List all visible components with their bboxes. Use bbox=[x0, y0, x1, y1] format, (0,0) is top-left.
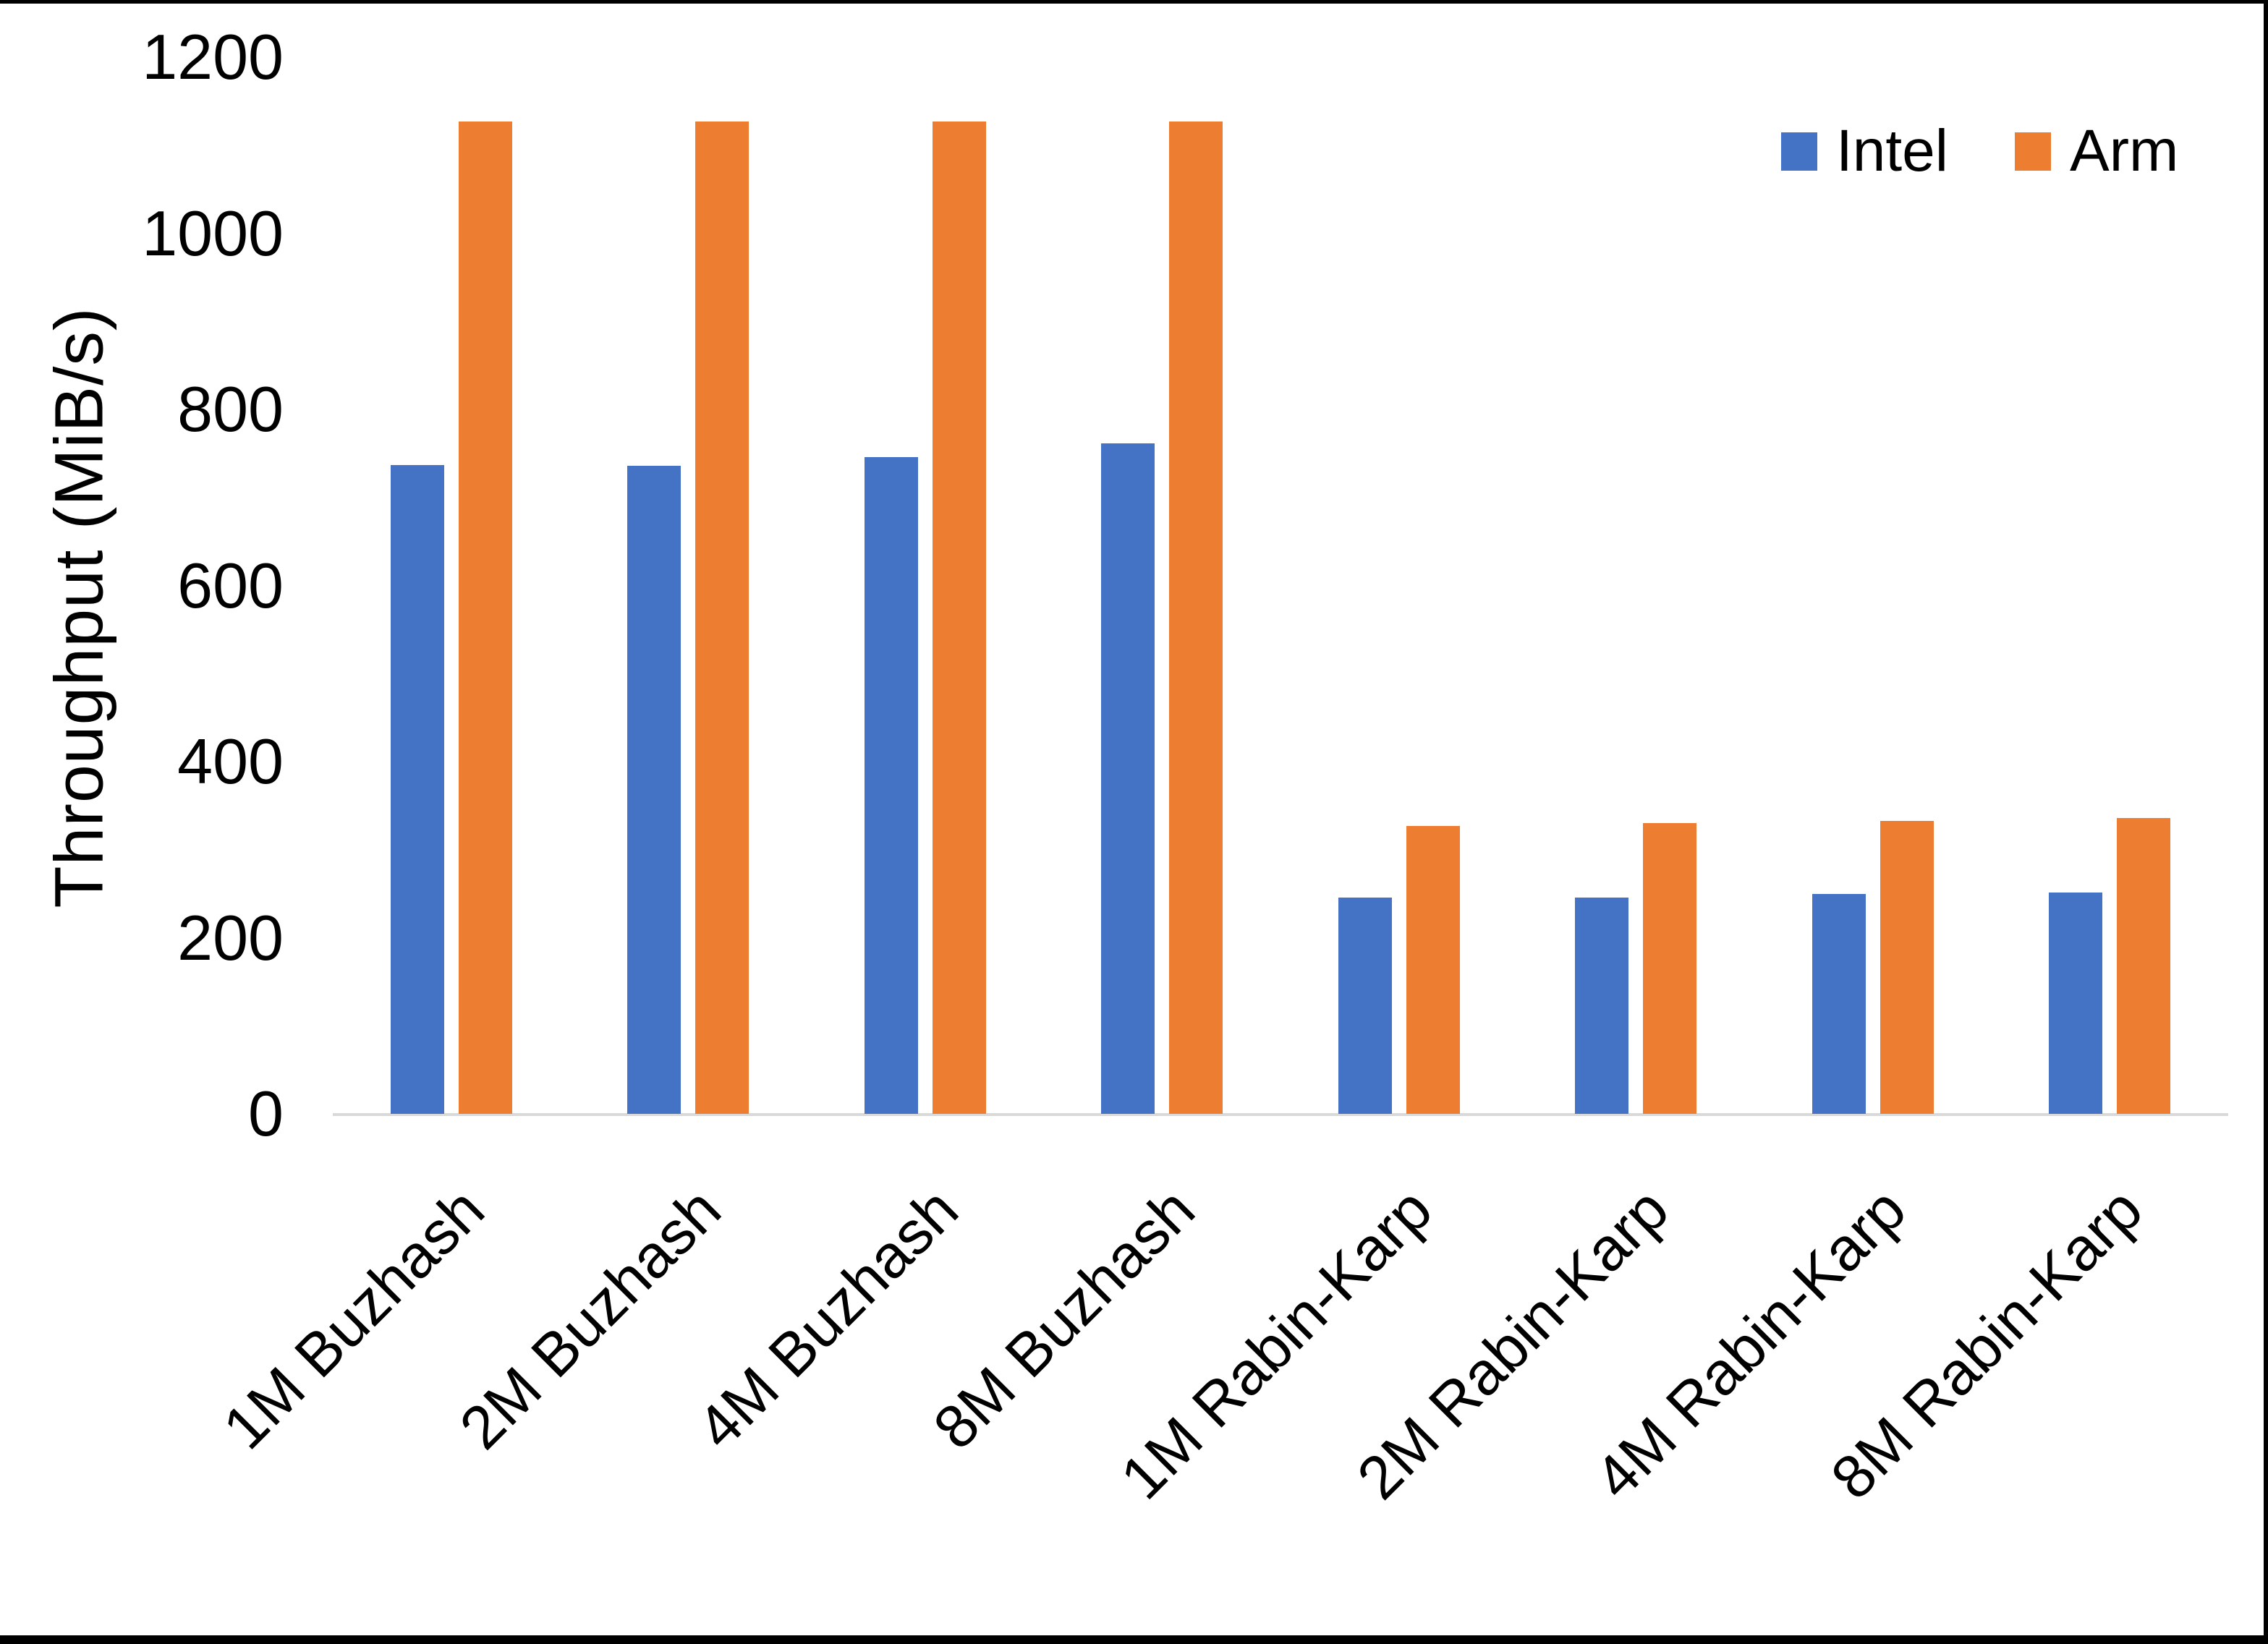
bars-container bbox=[333, 57, 2228, 1114]
x-tick-label-1m-rabin-karp: 1M Rabin-Karp bbox=[1107, 1175, 1445, 1512]
bar-group-2m-rabin-karp bbox=[1518, 57, 1755, 1114]
figure-border-top bbox=[0, 0, 2268, 4]
legend: Intel Arm bbox=[1781, 122, 2178, 181]
legend-item-intel: Intel bbox=[1781, 122, 1948, 181]
bar-intel-1m-buzhash bbox=[390, 464, 444, 1114]
bar-group-1m-rabin-karp bbox=[1280, 57, 1518, 1114]
bar-group-4m-buzhash bbox=[807, 57, 1044, 1114]
plot-area bbox=[333, 57, 2228, 1116]
bar-arm-2m-buzhash bbox=[695, 121, 749, 1114]
bar-arm-8m-rabin-karp bbox=[2117, 817, 2171, 1114]
y-tick-label-400: 400 bbox=[177, 725, 284, 797]
bar-intel-2m-buzhash bbox=[627, 465, 681, 1114]
bar-intel-4m-rabin-karp bbox=[1812, 893, 1866, 1114]
legend-swatch-arm bbox=[2015, 132, 2051, 171]
bar-intel-8m-rabin-karp bbox=[2049, 893, 2103, 1114]
x-tick-label-2m-buzhash: 2M Buzhash bbox=[446, 1175, 734, 1462]
bar-group-1m-buzhash bbox=[333, 57, 570, 1114]
bar-arm-8m-buzhash bbox=[1169, 121, 1223, 1114]
x-tick-label-8m-buzhash: 8M Buzhash bbox=[920, 1175, 1208, 1462]
bar-arm-1m-buzhash bbox=[458, 121, 512, 1114]
bar-arm-4m-buzhash bbox=[932, 121, 986, 1114]
legend-swatch-intel bbox=[1781, 132, 1817, 171]
x-tick-label-4m-buzhash: 4M Buzhash bbox=[684, 1175, 971, 1462]
y-tick-label-200: 200 bbox=[177, 901, 284, 974]
figure-border-right bbox=[2264, 0, 2268, 1644]
y-tick-label-0: 0 bbox=[248, 1078, 284, 1149]
x-tick-label-2m-rabin-karp: 2M Rabin-Karp bbox=[1344, 1175, 1682, 1512]
x-tick-label-1m-buzhash: 1M Buzhash bbox=[210, 1175, 497, 1462]
x-tick-label-4m-rabin-karp: 4M Rabin-Karp bbox=[1581, 1175, 1919, 1512]
x-axis-line bbox=[333, 1113, 2228, 1116]
legend-label-intel: Intel bbox=[1836, 118, 1948, 184]
bar-arm-4m-rabin-karp bbox=[1880, 820, 1934, 1114]
bar-arm-1m-rabin-karp bbox=[1406, 825, 1460, 1114]
bar-group-8m-buzhash bbox=[1044, 57, 1281, 1114]
bar-arm-2m-rabin-karp bbox=[1643, 823, 1697, 1114]
legend-item-arm: Arm bbox=[2015, 122, 2178, 181]
legend-label-arm: Arm bbox=[2070, 118, 2179, 184]
bar-intel-4m-buzhash bbox=[864, 456, 918, 1114]
bar-group-8m-rabin-karp bbox=[1992, 57, 2229, 1114]
y-tick-label-600: 600 bbox=[177, 549, 284, 621]
y-axis-tick-labels: 0 200 400 600 800 1000 1200 bbox=[0, 25, 284, 1146]
y-tick-label-800: 800 bbox=[177, 373, 284, 445]
x-tick-label-8m-rabin-karp: 8M Rabin-Karp bbox=[1818, 1175, 2156, 1512]
bar-group-4m-rabin-karp bbox=[1754, 57, 1992, 1114]
bar-intel-8m-buzhash bbox=[1101, 443, 1155, 1114]
bar-intel-1m-rabin-karp bbox=[1338, 897, 1392, 1114]
y-tick-label-1200: 1200 bbox=[142, 21, 284, 93]
y-tick-label-1000: 1000 bbox=[142, 197, 284, 269]
bar-group-2m-buzhash bbox=[570, 57, 807, 1114]
bar-intel-2m-rabin-karp bbox=[1575, 897, 1629, 1114]
figure-border-bottom bbox=[0, 1635, 2268, 1644]
